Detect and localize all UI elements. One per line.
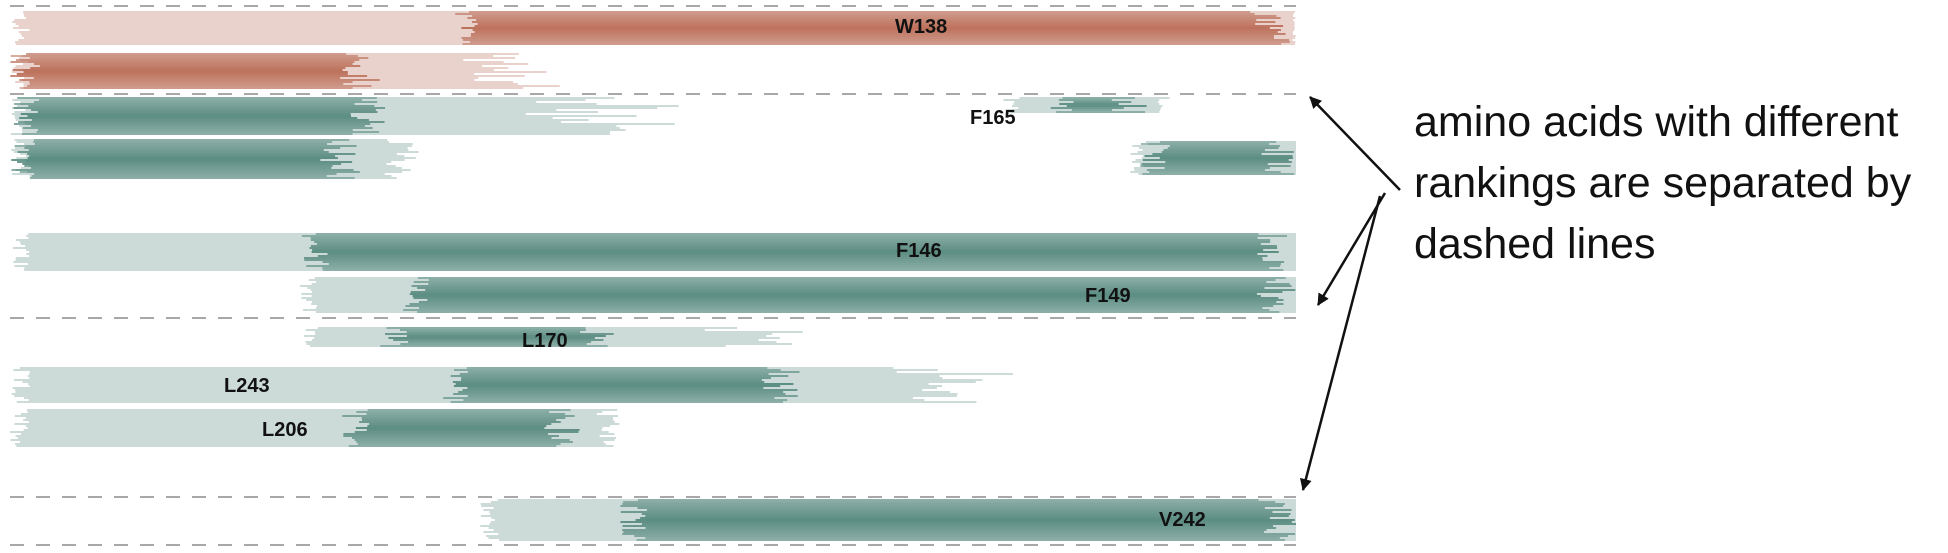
residue-band xyxy=(12,233,1296,271)
residue-bands xyxy=(10,11,1296,541)
arrows xyxy=(1299,96,1401,491)
residue-label-l170: L170 xyxy=(522,330,568,352)
residue-labels: W138 F165 F146 F149 L170 L243 L206 V242 xyxy=(224,16,1206,531)
residue-band xyxy=(480,499,1296,541)
residue-band xyxy=(303,327,803,347)
residue-band xyxy=(10,409,620,447)
residue-label-l243: L243 xyxy=(224,375,270,397)
residue-band xyxy=(11,139,419,179)
annotation-line-1: amino acids with different xyxy=(1414,98,1899,146)
residue-label-l206: L206 xyxy=(262,419,308,441)
arrow-to-separator-1 xyxy=(1309,96,1401,191)
residue-band xyxy=(10,97,679,135)
annotation-line-2: rankings are separated by xyxy=(1414,159,1912,207)
ranking-separators xyxy=(10,5,1296,546)
arrow-to-separator-3 xyxy=(1299,195,1382,491)
residue-band xyxy=(10,53,560,89)
residue-band xyxy=(11,367,1013,403)
residue-label-f146: F146 xyxy=(896,240,942,262)
residue-label-f165: F165 xyxy=(970,107,1016,129)
residue-band xyxy=(1130,141,1296,175)
residue-label-w138: W138 xyxy=(895,16,947,38)
residue-band xyxy=(1003,97,1170,113)
residue-band xyxy=(12,11,1296,45)
arrow-to-separator-2 xyxy=(1316,192,1387,306)
annotation-line-3: dashed lines xyxy=(1414,220,1656,268)
residue-label-f149: F149 xyxy=(1085,285,1131,307)
residue-label-v242: V242 xyxy=(1159,509,1206,531)
residue-band xyxy=(300,277,1296,313)
annotation-text: amino acids with different rankings are … xyxy=(1414,92,1944,275)
